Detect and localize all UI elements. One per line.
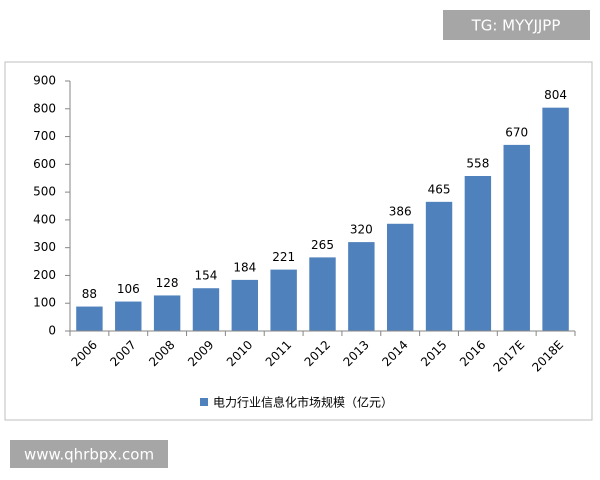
data-label: 221 [272, 250, 295, 264]
data-label: 106 [117, 282, 140, 296]
legend-swatch [200, 398, 208, 406]
bar [115, 301, 142, 331]
data-label: 386 [389, 204, 412, 218]
bar [231, 279, 259, 331]
bar [76, 306, 103, 331]
data-label: 804 [544, 88, 567, 102]
y-tick-label: 700 [33, 129, 56, 143]
watermark: www.qhrbpx.com [24, 446, 154, 464]
y-tick-label: 300 [33, 240, 56, 254]
watermark: TG: MYYJJPP [471, 17, 561, 35]
bar [348, 242, 375, 331]
y-tick-label: 100 [33, 296, 56, 310]
data-label: 128 [156, 276, 179, 290]
bar [464, 176, 492, 331]
bar [309, 257, 336, 331]
chart-frame [4, 61, 593, 421]
y-tick-label: 400 [33, 212, 56, 226]
y-tick-label: 200 [33, 268, 56, 282]
bar [153, 295, 181, 331]
bar [270, 269, 297, 331]
bar [503, 144, 530, 331]
data-label: 265 [311, 238, 334, 252]
watermark-box [10, 440, 168, 468]
bar [425, 201, 453, 331]
y-tick-label: 500 [33, 185, 56, 199]
y-tick-label: 900 [33, 74, 56, 88]
y-tick-label: 800 [33, 101, 56, 115]
data-label: 670 [505, 125, 528, 139]
data-label: 320 [350, 223, 373, 237]
y-tick-label: 600 [33, 157, 56, 171]
bar [192, 288, 220, 331]
bar [542, 107, 569, 332]
legend-label: 电力行业信息化市场规模（亿元） [213, 395, 393, 410]
data-label: 465 [428, 182, 451, 196]
data-label: 88 [82, 287, 97, 301]
y-tick-label: 0 [48, 324, 56, 338]
data-label: 184 [233, 260, 256, 274]
bar [386, 223, 414, 331]
watermark-box [443, 10, 590, 40]
data-label: 558 [466, 157, 489, 171]
data-label: 154 [195, 269, 218, 283]
